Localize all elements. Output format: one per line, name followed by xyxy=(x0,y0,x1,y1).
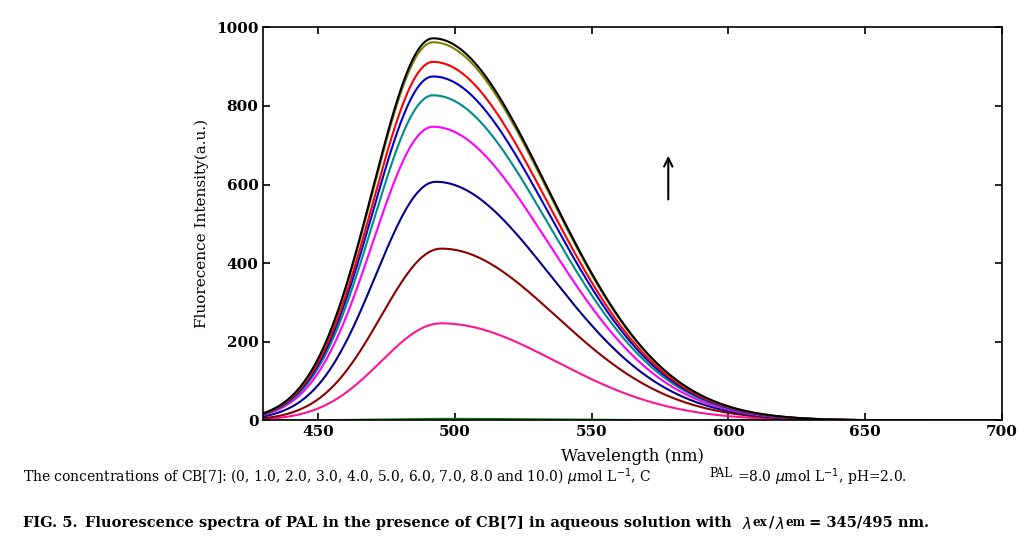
Text: /: / xyxy=(769,516,774,530)
Text: $\lambda$: $\lambda$ xyxy=(742,516,751,532)
Text: PAL: PAL xyxy=(710,467,732,480)
Text: The concentrations of CB[7]: (0, 1.0, 2.0, 3.0, 4.0, 5.0, 6.0, 7.0, 8.0 and 10.0: The concentrations of CB[7]: (0, 1.0, 2.… xyxy=(23,467,651,489)
Text: FIG. 5.: FIG. 5. xyxy=(23,516,83,530)
Text: em: em xyxy=(785,516,805,529)
Text: =8.0 $\mu$mol L$^{-1}$, pH=2.0.: =8.0 $\mu$mol L$^{-1}$, pH=2.0. xyxy=(737,467,906,489)
Text: Fluorescence spectra of PAL in the presence of CB[7] in aqueous solution with: Fluorescence spectra of PAL in the prese… xyxy=(85,516,737,530)
Text: = 345/495 nm.: = 345/495 nm. xyxy=(804,516,929,530)
Text: $\lambda$: $\lambda$ xyxy=(775,516,784,532)
Text: ex: ex xyxy=(752,516,766,529)
Y-axis label: Fluorecence Intensity(a.u.): Fluorecence Intensity(a.u.) xyxy=(194,119,209,329)
X-axis label: Wavelength (nm): Wavelength (nm) xyxy=(561,448,705,465)
